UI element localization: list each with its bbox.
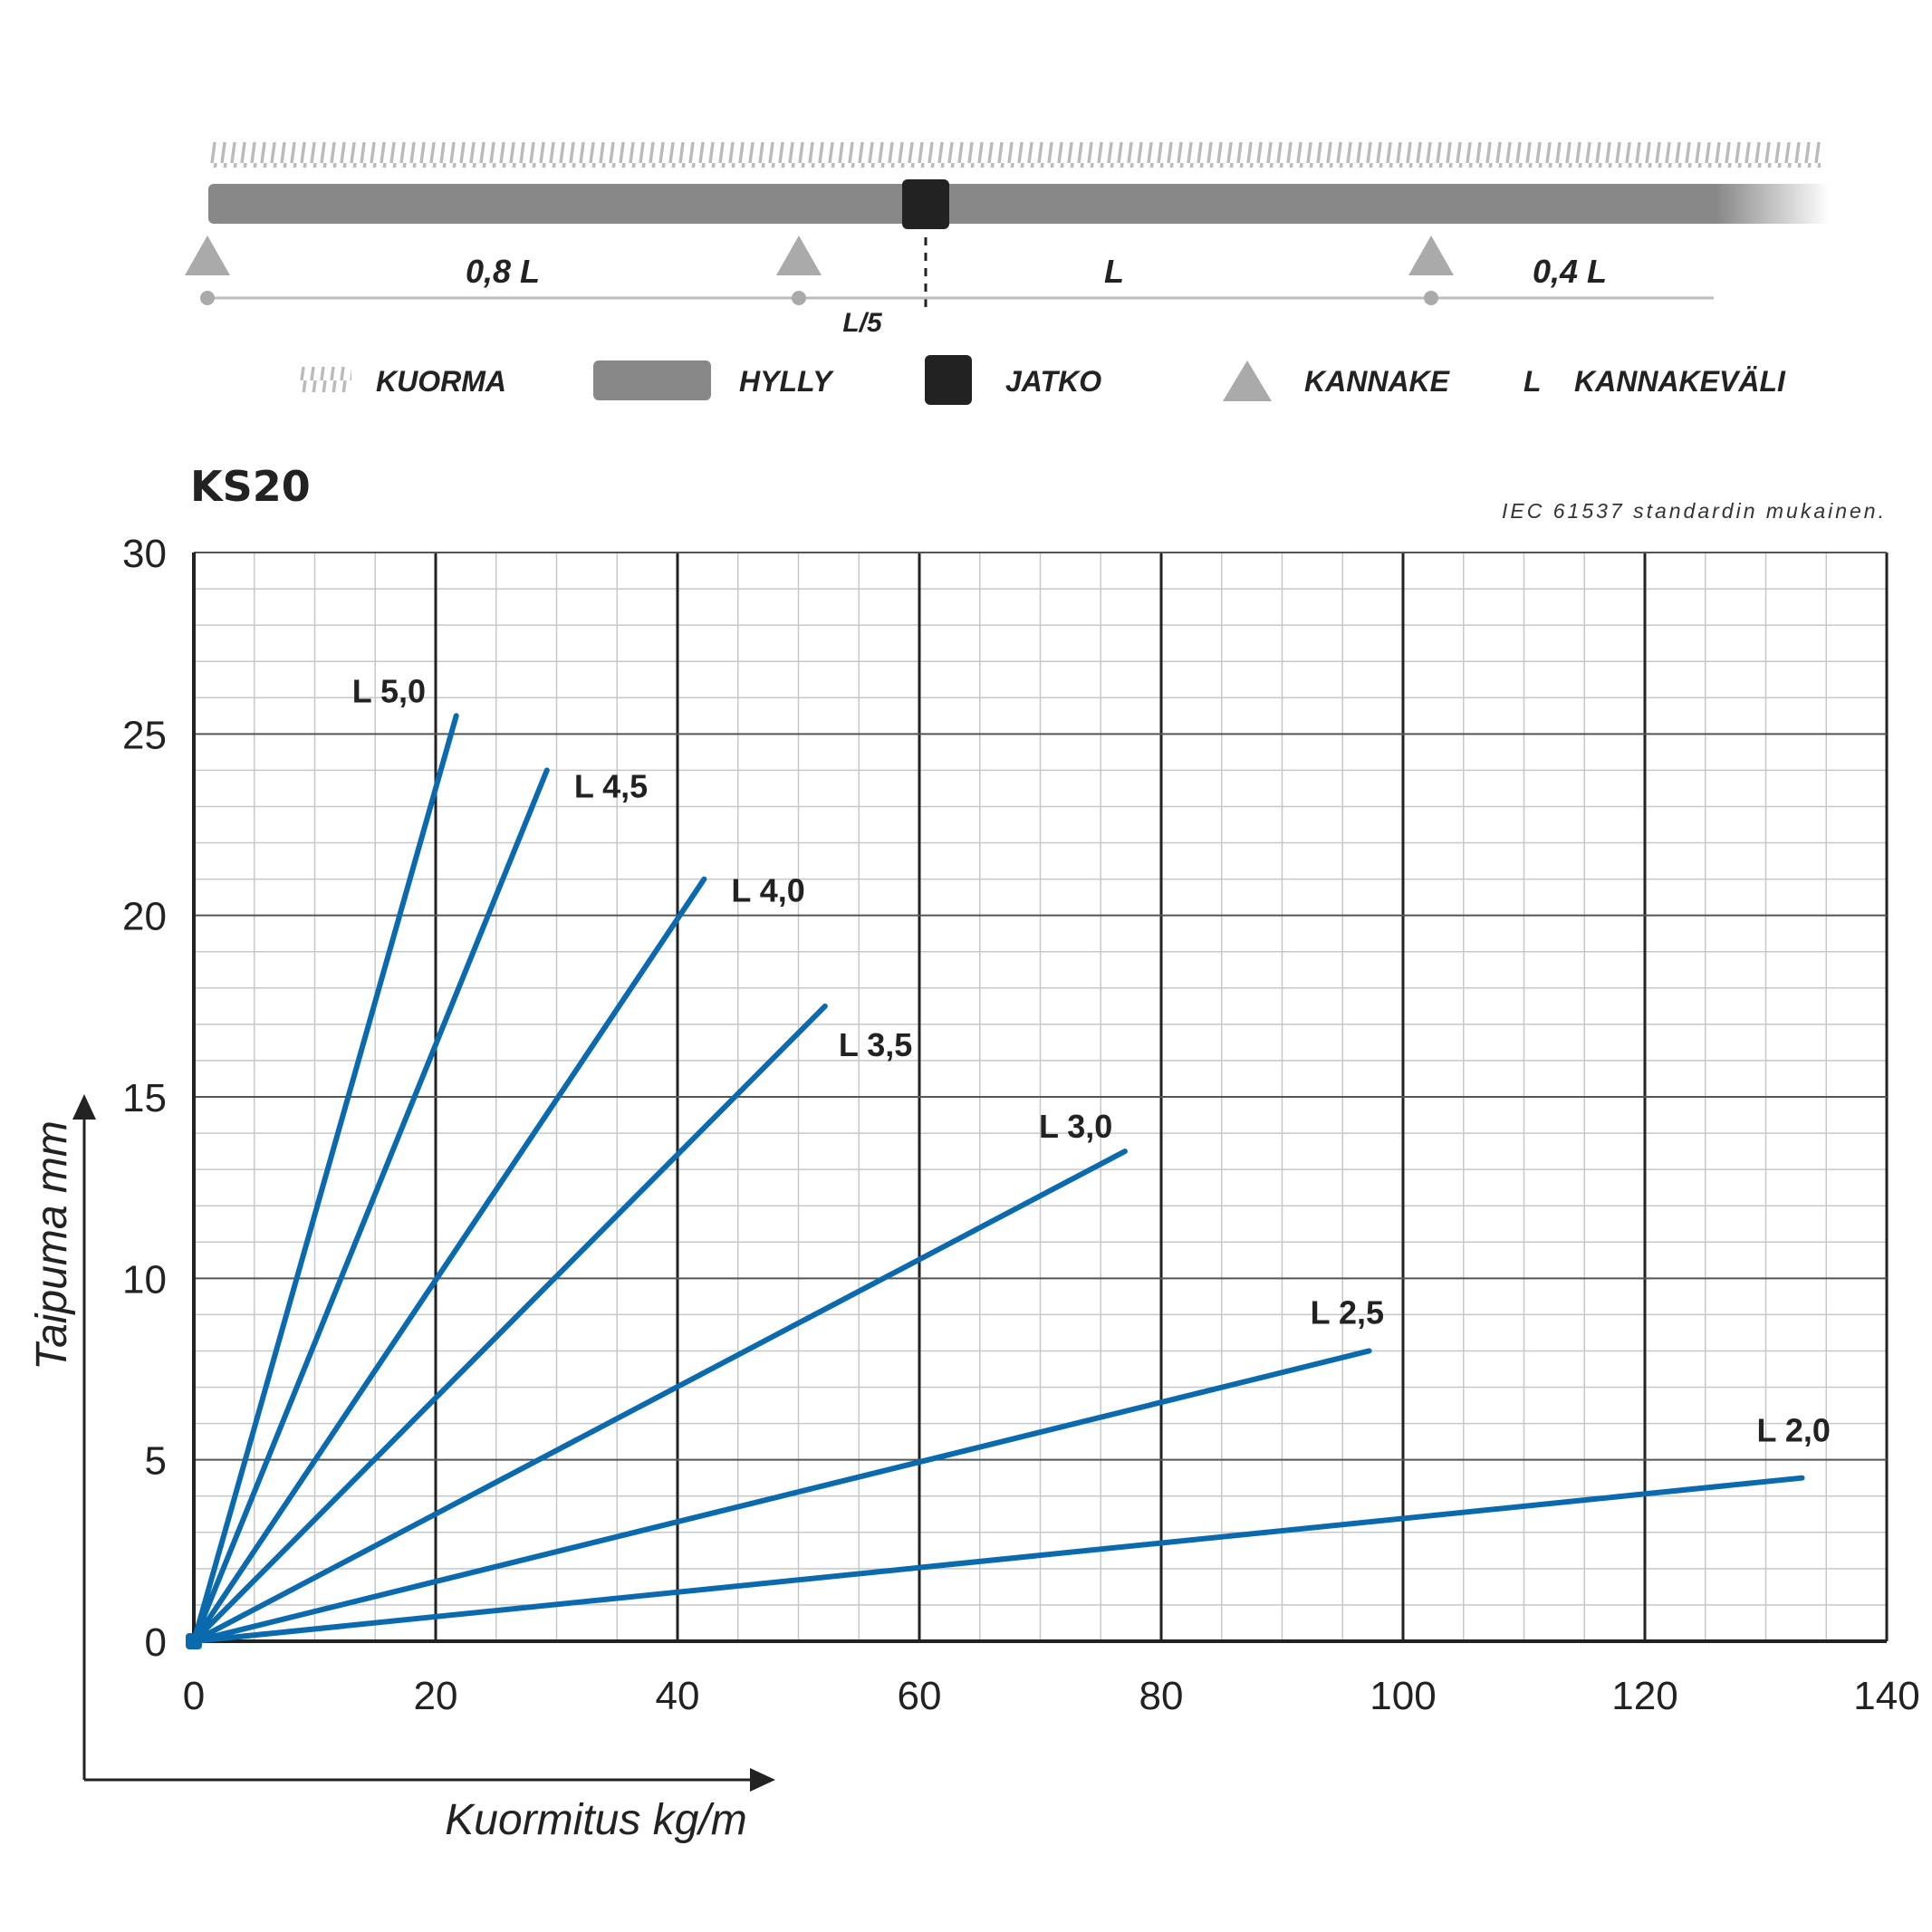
- y-tick-label: 10: [122, 1257, 167, 1302]
- span-label-1: 0,8 L: [466, 253, 540, 290]
- series-lines: [186, 713, 1805, 1649]
- x-tick-label: 40: [656, 1674, 700, 1718]
- legend-label-jatko: JATKO: [1005, 365, 1101, 398]
- y-tick-label: 20: [122, 895, 167, 939]
- dimension-dot-1: [200, 291, 215, 305]
- legend-symbol-l: L: [1523, 365, 1542, 398]
- series-label: L 4,5: [574, 767, 648, 804]
- bracket-triangle-3: [1408, 235, 1454, 275]
- series-line: [191, 1149, 1128, 1644]
- legend-label-kannakevali: KANNAKEVÄLI: [1574, 365, 1786, 398]
- beam-diagram: 0,8 L L 0,4 L L/5: [185, 142, 1830, 338]
- legend: KUORMA HYLLY JATKO KANNAKE L KANNAKEVÄLI: [297, 355, 1786, 405]
- series-line: [191, 713, 459, 1644]
- shelf-bar-icon: [593, 360, 711, 400]
- legend-label-kuorma: KUORMA: [376, 365, 506, 398]
- axis-arrows: [72, 1094, 775, 1792]
- series-line: [191, 1475, 1805, 1644]
- y-tick-label: 30: [122, 532, 167, 576]
- tick-labels: 0 20 40 60 80 100 120 140 0 5 10 15 20 25 30: [122, 532, 1920, 1718]
- chart-title: KS20: [190, 462, 311, 511]
- x-tick-label: 140: [1853, 1674, 1919, 1718]
- x-tick-label: 20: [414, 1674, 458, 1718]
- y-tick-label: 15: [122, 1076, 167, 1120]
- series-line: [191, 876, 707, 1644]
- bracket-triangle-icon: [1223, 360, 1272, 401]
- series-label: L 5,0: [352, 672, 426, 709]
- series-labels: L 5,0 L 4,5 L 4,0 L 3,5 L 3,0 L 2,5 L 2,0: [352, 672, 1831, 1448]
- y-tick-label: 5: [145, 1439, 167, 1484]
- x-axis-title: Kuormitus kg/m: [445, 1796, 746, 1844]
- series-label: L 2,0: [1757, 1412, 1831, 1449]
- legend-label-hylly: HYLLY: [739, 365, 834, 398]
- joint: [902, 179, 949, 229]
- load-hatch-icon: [297, 367, 351, 392]
- series-label: L 3,0: [1039, 1108, 1112, 1145]
- x-tick-label: 0: [183, 1674, 205, 1718]
- standard-note: IEC 61537 standardin mukainen.: [1502, 499, 1887, 523]
- load-hatch: [208, 142, 1821, 168]
- series-line: [191, 767, 550, 1644]
- series-label: L 2,5: [1311, 1293, 1384, 1331]
- x-arrow-head: [750, 1768, 775, 1792]
- series-line: [191, 1348, 1372, 1644]
- plot-axes: [192, 553, 1887, 1643]
- y-tick-label: 0: [145, 1620, 167, 1665]
- joint-offset-label: L/5: [842, 308, 883, 338]
- bracket-triangle-1: [185, 235, 230, 275]
- legend-label-kannake: KANNAKE: [1304, 365, 1451, 398]
- series-label: L 3,5: [839, 1026, 912, 1063]
- series-label: L 4,0: [731, 872, 804, 909]
- x-tick-label: 80: [1139, 1674, 1184, 1718]
- x-tick-label: 60: [898, 1674, 942, 1718]
- dimension-dot-2: [792, 291, 806, 305]
- bracket-triangle-2: [776, 235, 822, 275]
- shelf-bar: [208, 184, 1830, 224]
- joint-square-icon: [925, 355, 972, 405]
- y-axis-title: Taipuma mm: [28, 1120, 76, 1370]
- x-tick-label: 100: [1370, 1674, 1436, 1718]
- dimension-dot-3: [1424, 291, 1438, 305]
- series-line: [191, 1003, 828, 1644]
- span-label-2: L: [1104, 253, 1124, 290]
- span-label-3: 0,4 L: [1533, 253, 1607, 290]
- origin-marker: [186, 1633, 202, 1649]
- x-tick-label: 120: [1611, 1674, 1677, 1718]
- y-arrow-head: [72, 1094, 96, 1120]
- y-tick-label: 25: [122, 713, 167, 757]
